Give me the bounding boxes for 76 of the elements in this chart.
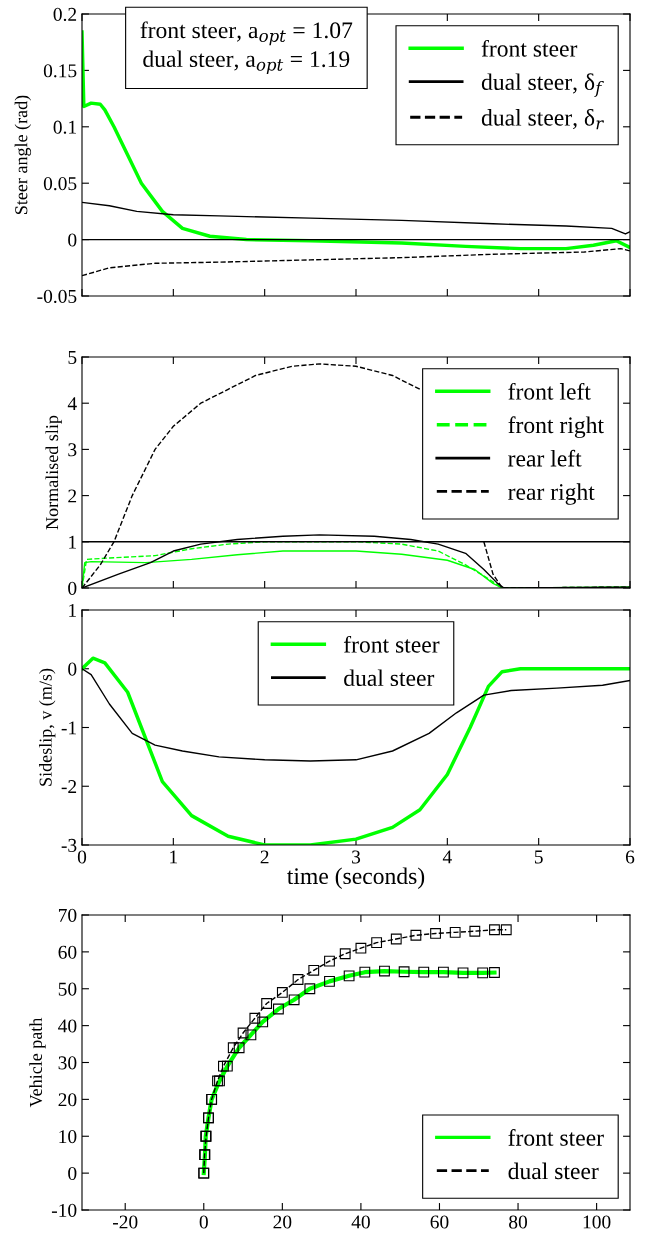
y-tick-label: 40 (58, 1019, 77, 1033)
y-tick-label: 20 (58, 1093, 77, 1107)
point (371, 937, 383, 949)
y-tick-label: 2 (68, 489, 77, 503)
y-tick-label: 0 (68, 233, 77, 247)
point (489, 924, 500, 936)
annotation: dual steer, a$_{opt}$ = 1.19 (143, 50, 350, 74)
y-tick-label: 0.2 (53, 7, 77, 22)
legend-label: front left (508, 382, 591, 400)
point (390, 933, 402, 945)
legend-label: dual steer, δ$_{f}$ (481, 73, 604, 97)
point (469, 925, 481, 937)
y-tick-label: 1 (69, 535, 76, 549)
y-axis-title: Vehicle path (29, 1017, 46, 1108)
y-tick-label: 0 (68, 581, 77, 595)
y-tick-label: -2 (61, 780, 77, 793)
x-tick-label: 6 (625, 850, 635, 864)
x-tick-label: 100 (583, 1215, 611, 1229)
point (218, 1060, 229, 1072)
x-tick-label: 2 (260, 850, 269, 864)
point (500, 924, 512, 936)
point (292, 974, 304, 985)
y-axis-title: Steer angle (rad) (14, 95, 32, 214)
point (237, 1027, 249, 1039)
y-tick-label: 5 (68, 351, 77, 364)
x-tick-label: 1 (170, 850, 178, 864)
y-tick-label: 0.15 (43, 64, 77, 78)
legend-label: front right (508, 416, 604, 439)
x-tick-label: 4 (442, 850, 452, 864)
x-tick-label: 0 (199, 1215, 208, 1229)
legend-label: rear right (508, 483, 595, 505)
y-tick-label: 0 (68, 1166, 77, 1181)
x-tick-label: 3 (352, 850, 361, 864)
legend-label: dual steer (344, 669, 435, 687)
y-axis-title: Sideslip, v (m/s) (39, 668, 56, 786)
y-tick-label: 4 (67, 397, 77, 410)
point (227, 1042, 239, 1054)
x-tick-label: 5 (534, 850, 543, 864)
point (339, 948, 351, 960)
legend-label: front steer (343, 635, 440, 653)
y-axis-title: Normalised slip (45, 415, 62, 530)
legend-label: dual steer, δ$_{r}$ (481, 108, 604, 130)
y-tick-label: 0.1 (53, 120, 76, 134)
y-tick-label: -3 (61, 838, 77, 852)
x-tick-label: -20 (112, 1215, 138, 1229)
point (449, 926, 461, 938)
x-tick-label: 60 (430, 1215, 449, 1229)
y-tick-label: 70 (58, 908, 77, 922)
y-tick-label: 0.05 (43, 177, 77, 191)
y-tick-label: 0 (68, 662, 77, 676)
y-tick-label: 50 (58, 982, 77, 996)
y-tick-label: 30 (58, 1056, 77, 1070)
legend-label: dual steer (508, 1162, 599, 1180)
point (324, 955, 335, 967)
point (276, 987, 288, 998)
x-tick-label: 40 (351, 1215, 370, 1229)
point (430, 928, 441, 939)
x-tick-label: 80 (509, 1215, 528, 1229)
point (308, 964, 320, 976)
point (355, 942, 367, 954)
legend-label: front steer (508, 1129, 604, 1146)
point (261, 998, 273, 1009)
y-tick-label: 1 (69, 603, 76, 617)
y-tick-label: 60 (58, 945, 77, 959)
annotation: front steer, a$_{opt}$ = 1.07 (140, 21, 353, 46)
y-tick-label: 3 (68, 443, 77, 457)
legend-label: rear left (508, 449, 582, 467)
point (410, 929, 422, 941)
point (249, 1012, 261, 1024)
y-tick-label: 10 (59, 1130, 77, 1144)
x-axis-title: time (seconds) (287, 867, 425, 889)
legend-label: front steer (481, 39, 578, 57)
y-tick-label: -0.05 (37, 289, 77, 304)
y-tick-label: -10 (51, 1203, 77, 1217)
x-tick-label: 20 (273, 1215, 292, 1229)
y-tick-label: -1 (61, 721, 76, 735)
